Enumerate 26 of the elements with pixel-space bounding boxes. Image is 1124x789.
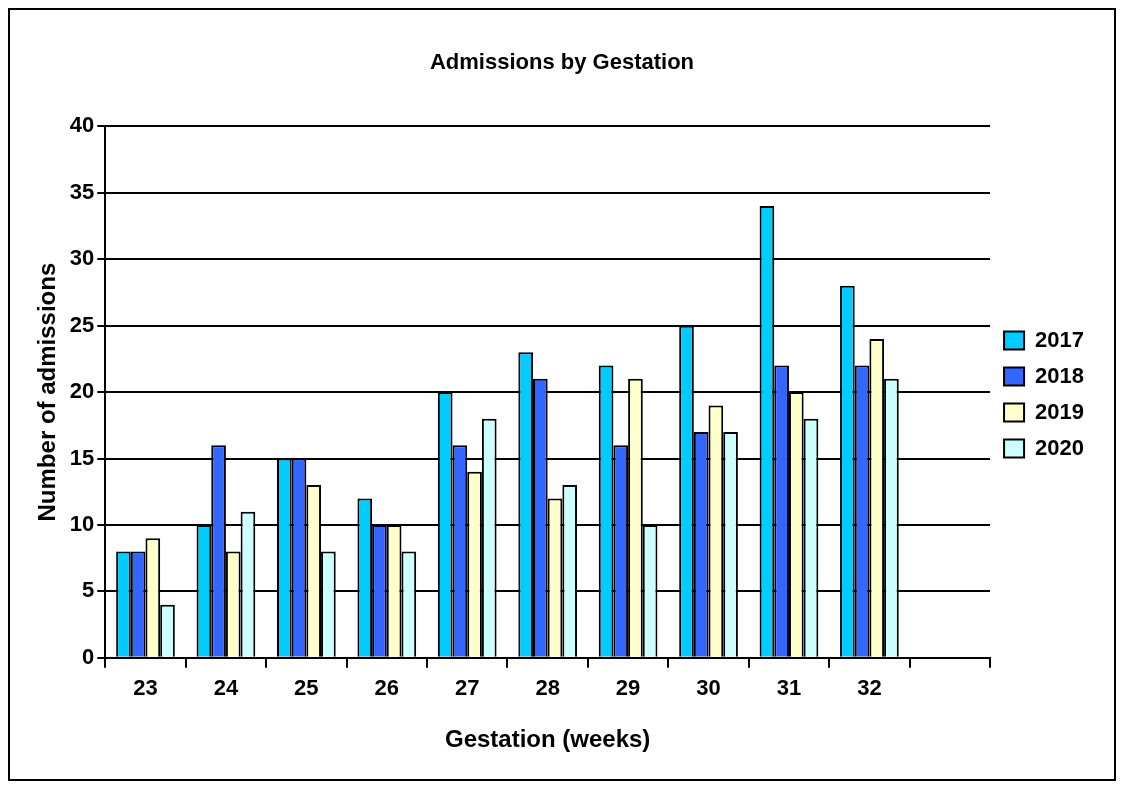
y-tick-label: 25 bbox=[69, 311, 95, 337]
y-tick-label: 30 bbox=[69, 245, 95, 271]
x-tick-label: 30 bbox=[696, 675, 721, 701]
y-axis-title: Number of admissions bbox=[33, 262, 61, 522]
legend-label: 2017 bbox=[1035, 326, 1085, 352]
x-tick-label: 29 bbox=[615, 675, 641, 701]
legend-label: 2020 bbox=[1035, 434, 1085, 460]
chart-title: Admissions by Gestation bbox=[429, 49, 695, 75]
x-tick-label: 24 bbox=[213, 675, 239, 701]
x-tick-label: 28 bbox=[535, 675, 560, 701]
y-tick-label: 0 bbox=[82, 643, 95, 669]
x-tick-label: 23 bbox=[133, 675, 158, 701]
x-tick-label: 27 bbox=[454, 675, 480, 701]
x-axis-title: Gestation (weeks) bbox=[444, 725, 651, 753]
legend-label: 2019 bbox=[1035, 398, 1085, 424]
y-tick-label: 15 bbox=[69, 444, 95, 470]
x-tick-label: 32 bbox=[857, 675, 882, 701]
x-tick-label: 31 bbox=[776, 675, 802, 701]
legend-label: 2018 bbox=[1035, 362, 1085, 388]
y-tick-label: 5 bbox=[82, 577, 95, 603]
x-tick-label: 25 bbox=[294, 675, 319, 701]
x-tick-label: 26 bbox=[374, 675, 400, 701]
y-tick-label: 20 bbox=[69, 378, 95, 404]
y-tick-label: 35 bbox=[69, 178, 95, 204]
y-tick-label: 40 bbox=[69, 112, 95, 138]
y-tick-label: 10 bbox=[69, 511, 95, 537]
